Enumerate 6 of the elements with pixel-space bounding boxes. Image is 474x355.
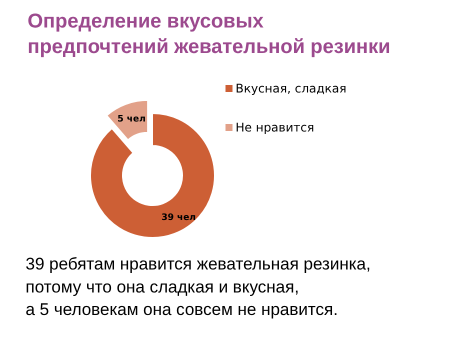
data-label: 5 чел [117,114,146,124]
data-label: 39 чел [161,213,196,224]
legend-label: Вкусная, сладкая [236,82,346,96]
legend-label: Не нравится [236,120,314,134]
text: 39 ребятам нравится жевательная резинка, потому что она сладкая и вкусная, а 5 человекам она совсем не нравится. [26,254,371,320]
chart-title: Определение вкусовых предпочтений жевательной резинки [28,10,390,58]
